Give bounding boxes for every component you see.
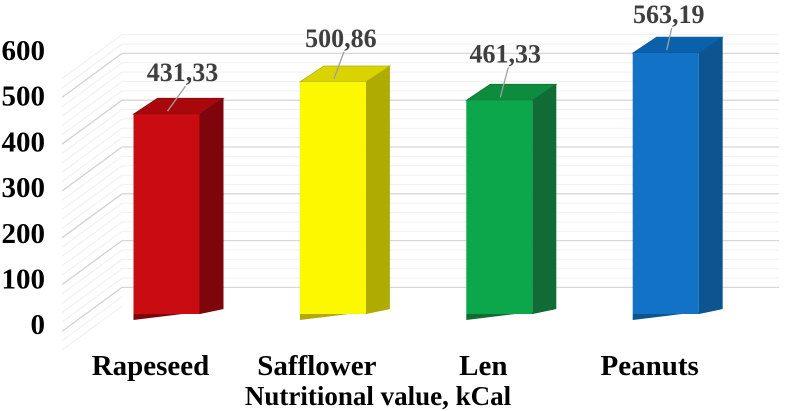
data-labels-group: 431,33 500,86 461,33 563,19 <box>147 0 705 87</box>
bar-front-face <box>299 81 366 314</box>
side-wall-gridline <box>61 184 123 229</box>
bar-safflower <box>298 65 392 320</box>
side-wall-gridline <box>61 90 123 136</box>
side-wall-gridline <box>61 305 123 351</box>
data-label: 461,33 <box>470 39 542 68</box>
side-wall-gridline <box>61 212 123 257</box>
leader-line <box>499 67 509 98</box>
side-wall-gridline <box>61 296 123 342</box>
leader-lines-group <box>166 27 673 112</box>
category-label: Safflower <box>257 350 376 382</box>
bar-rapeseed <box>132 97 225 320</box>
side-wall-gridline <box>61 286 123 332</box>
ytick-label: 200 <box>2 218 46 250</box>
bar-bottom-face <box>133 309 224 320</box>
ytick-labels-group: 0 100 200 300 400 500 600 <box>2 35 46 341</box>
side-wall-gridline <box>61 174 123 220</box>
side-wall-gridline <box>61 230 123 276</box>
side-wall-gridline <box>61 34 123 80</box>
side-wall-gridlines-group <box>61 34 123 351</box>
bar-side-face <box>199 98 224 314</box>
side-wall-gridline <box>61 277 123 323</box>
side-wall-gridline <box>61 221 123 267</box>
side-wall-gridline <box>61 127 123 173</box>
side-wall-gridline <box>61 137 123 183</box>
category-label: Rapeseed <box>92 350 210 382</box>
data-label: 500,86 <box>305 24 377 53</box>
category-label: Len <box>459 350 507 382</box>
bar-side-face <box>532 84 557 314</box>
bar-bottom-face <box>466 309 557 320</box>
side-wall-gridline <box>61 240 123 286</box>
side-wall-gridline <box>61 165 123 211</box>
side-wall-gridline <box>61 118 123 164</box>
ytick-label: 400 <box>2 126 46 158</box>
leader-line <box>333 51 345 80</box>
x-axis-title: Nutritional value, kCal <box>245 381 512 411</box>
side-wall-gridline <box>61 249 123 295</box>
side-wall-gridline <box>61 109 123 154</box>
bar-front-face <box>133 114 200 314</box>
leader-line <box>666 27 673 51</box>
side-wall-gridline <box>61 146 123 192</box>
side-wall-gridline <box>61 99 123 145</box>
side-wall-gridline <box>61 62 123 108</box>
side-wall-gridline <box>61 155 123 201</box>
bar-front-face <box>466 100 533 314</box>
data-label: 563,19 <box>633 0 705 29</box>
bar-bottom-face <box>299 309 390 320</box>
bar-peanuts <box>631 36 724 320</box>
side-wall-gridline <box>61 81 123 126</box>
ytick-label: 0 <box>31 309 46 341</box>
side-wall-gridline <box>61 52 123 98</box>
side-wall-gridline <box>61 202 123 248</box>
ytick-label: 300 <box>2 172 46 204</box>
data-label: 431,33 <box>147 58 219 87</box>
category-labels-group: Rapeseed Safflower Len Peanuts <box>92 350 699 382</box>
side-wall-gridline <box>61 71 123 117</box>
bar-side-face <box>698 37 723 315</box>
bar-len <box>465 83 558 320</box>
category-label: Peanuts <box>601 350 699 382</box>
leader-line <box>166 85 187 112</box>
side-wall-gridline <box>61 258 123 304</box>
bar-bottom-face <box>632 309 723 320</box>
side-wall-gridline <box>61 268 123 314</box>
bar-front-face <box>632 53 699 315</box>
bars-group <box>132 36 724 320</box>
side-wall-gridline <box>61 193 123 239</box>
ytick-label: 600 <box>2 35 46 67</box>
side-wall-gridline <box>61 43 123 89</box>
ytick-label: 500 <box>2 81 46 113</box>
bar-side-face <box>365 65 390 314</box>
ytick-label: 100 <box>2 264 46 296</box>
